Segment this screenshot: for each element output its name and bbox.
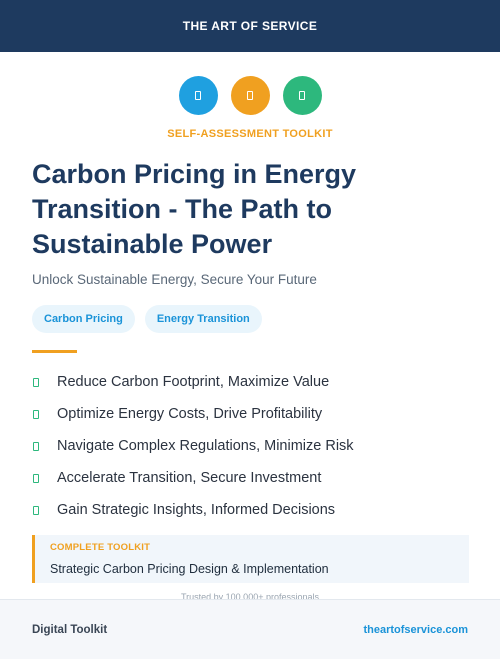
benefit-text: Optimize Energy Costs, Drive Profitabili… (57, 406, 323, 422)
footer-bar: Digital Toolkit theartofservice.com (0, 599, 500, 659)
brand-name: THE ART OF SERVICE (182, 19, 318, 33)
toolkit-callout: COMPLETE TOOLKIT Strategic Carbon Pricin… (32, 535, 469, 583)
subtitle: Unlock Sustainable Energy, Secure Your F… (32, 272, 317, 287)
tag-list: Carbon Pricing Energy Transition (32, 305, 262, 333)
document-icon-orange (230, 76, 270, 115)
benefit-text: Reduce Carbon Footprint, Maximize Value (57, 374, 330, 390)
document-icon (195, 91, 201, 100)
check-icon (33, 441, 39, 451)
eyebrow-label: SELF-ASSESSMENT TOOLKIT (167, 128, 333, 140)
website-link[interactable]: theartofservice.com (363, 623, 468, 636)
page-title: Carbon Pricing in Energy Transition - Th… (32, 159, 357, 259)
document-icon-blue (178, 76, 218, 115)
accent-divider (32, 350, 77, 353)
document-icon (299, 91, 305, 100)
header-bar: THE ART OF SERVICE (0, 0, 500, 52)
benefit-text: Accelerate Transition, Secure Investment (57, 470, 322, 486)
benefit-list: Reduce Carbon Footprint, Maximize Value … (32, 366, 354, 526)
trusted-note: Trusted by 100,000+ professionals (180, 592, 319, 600)
check-icon (33, 409, 39, 419)
benefit-item: Gain Strategic Insights, Informed Decisi… (32, 494, 354, 526)
callout-label: COMPLETE TOOLKIT (50, 542, 151, 553)
tag-carbon-pricing: Carbon Pricing (32, 305, 135, 333)
tag-energy-transition: Energy Transition (144, 305, 262, 333)
check-icon (33, 377, 39, 387)
callout-text: Strategic Carbon Pricing Design & Implem… (50, 562, 329, 576)
footer-label: Digital Toolkit (32, 623, 108, 636)
benefit-text: Navigate Complex Regulations, Minimize R… (57, 438, 354, 454)
benefit-item: Accelerate Transition, Secure Investment (32, 462, 354, 494)
icon-row (0, 76, 500, 115)
benefit-text: Gain Strategic Insights, Informed Decisi… (57, 502, 336, 518)
check-icon (33, 473, 39, 483)
check-icon (33, 505, 39, 515)
document-icon-green (282, 76, 322, 115)
benefit-item: Optimize Energy Costs, Drive Profitabili… (32, 398, 354, 430)
benefit-item: Navigate Complex Regulations, Minimize R… (32, 430, 354, 462)
document-icon (247, 91, 253, 100)
benefit-item: Reduce Carbon Footprint, Maximize Value (32, 366, 354, 398)
